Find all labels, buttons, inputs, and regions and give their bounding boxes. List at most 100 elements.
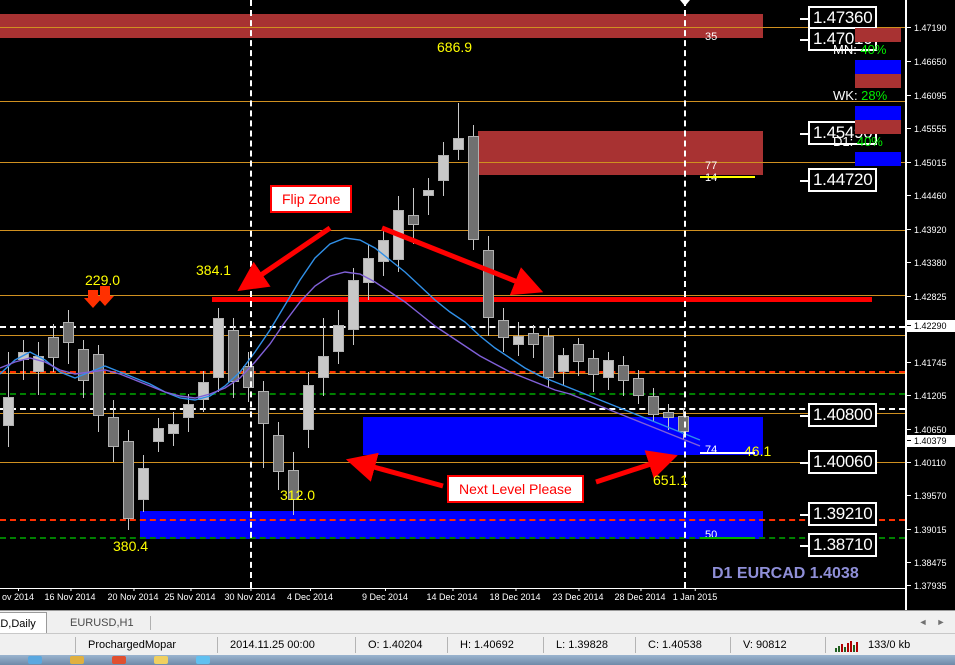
scroll-right-arrow[interactable]: ► [936,617,946,627]
date-tick: 28 Dec 2014 [614,588,666,602]
price-tick: 1.43920 [907,224,955,236]
price-tag-label[interactable]: 1.44720 [799,168,878,192]
price-tag-label[interactable]: 1.38710 [799,533,878,557]
candle-body [633,378,644,396]
green-dashdot-level [0,393,905,395]
candle-body [123,441,134,519]
taskbar-icon-3[interactable] [112,656,126,664]
candle-body [198,382,209,400]
status-close-price: C: 1.40538 [648,639,702,651]
orange-level-4 [0,230,905,231]
candle-body [558,355,569,372]
taskbar-icon-1[interactable] [28,656,42,664]
price-tick: 1.39570 [907,490,955,502]
candle-body [303,385,314,430]
timeframe-strength-row: WK: 28% [833,88,887,103]
volume-profile-tick [700,176,755,178]
taskbar-icon-4[interactable] [154,656,168,664]
price-tick: 1.47190 [907,22,955,34]
candle-body [363,258,374,283]
red-dashdot-level-2 [0,519,905,521]
candle-body [453,138,464,150]
chart-plot-surface[interactable]: 686.9 384.1 229.0 312.0 380.4 651.1 46.1 35 77 14… [0,0,905,588]
orange-level-3 [0,162,905,163]
candle-body [543,336,554,378]
date-axis[interactable]: ov 2014 16 Nov 2014 20 Nov 2014 25 Nov 2014… [0,588,905,610]
yellow-value-label: 229.0 [85,272,121,288]
orange-level-8 [0,413,905,414]
date-tick: 14 Dec 2014 [426,588,478,602]
date-tick: 16 Nov 2014 [44,588,96,602]
scroll-left-arrow[interactable]: ◄ [918,617,928,627]
candle-body [348,280,359,330]
candle-body [333,325,344,352]
vertical-separator-line [250,0,252,588]
status-divider [825,637,826,653]
timeframe-strength-row: D1: 40% [833,134,883,149]
upper-demand-zone [363,417,763,455]
price-tick: 1.40379 [907,435,955,447]
price-chart[interactable]: 686.9 384.1 229.0 312.0 380.4 651.1 46.1 35 77 14… [0,0,905,588]
candle-wick [458,103,459,160]
candle-body [183,404,194,418]
price-tick: 1.46650 [907,56,955,68]
strength-bar-bear [855,106,901,120]
orange-level-6 [0,335,905,336]
orange-level-7 [0,373,905,374]
annotation-callout: Flip Zone [270,185,353,213]
lower-demand-zone [140,511,763,539]
status-open-price: O: 1.40204 [368,639,423,651]
volume-profile-label: 35 [705,31,718,43]
candle-body [573,344,584,362]
candle-body [483,250,494,318]
status-divider [355,637,356,653]
taskbar-icon-5[interactable] [196,656,210,664]
volume-profile-label: 77 [705,160,718,172]
timeframe-strength-value: 40% [856,134,883,149]
chart-tab-0[interactable]: AD,Daily [0,612,47,634]
status-divider [543,637,544,653]
chart-tab-1[interactable]: EURUSD,H1 [60,612,144,634]
red-dashdot-level [0,371,905,373]
timeframe-strength-value: 40% [860,42,887,57]
orange-level-5 [0,295,905,296]
candle-body [288,470,299,500]
price-tick: 1.42290 [907,320,955,332]
desktop-taskbar-strip [0,655,955,665]
fast-ma [0,237,701,441]
candle-body [168,424,179,434]
top-supply-zone [0,14,763,38]
tab-separator [150,616,151,630]
date-tick: 30 Nov 2014 [224,588,276,602]
candle-body [528,333,539,345]
strength-bar-bull [855,28,901,42]
price-tag-label[interactable]: 1.40800 [799,403,878,427]
candle-body [273,435,284,472]
candle-body [153,428,164,442]
volume-profile-label: 14 [705,172,718,184]
date-tick: 25 Nov 2014 [164,588,216,602]
date-tick: 20 Nov 2014 [107,588,159,602]
candle-body [213,318,224,378]
price-tag-label[interactable]: 1.39210 [799,502,878,526]
candle-body [63,322,74,343]
date-tick: 18 Dec 2014 [489,588,541,602]
price-scale-axis[interactable]: 1.47190 1.46650 1.46095 1.45555 1.45015 1.444… [905,0,955,610]
timeframe-label: D1: [833,134,857,149]
chart-tab-bar[interactable]: AD,Daily EURUSD,H1 ◄ ► [0,610,955,634]
status-divider [730,637,731,653]
candle-body [93,354,104,416]
candle-body [498,320,509,338]
price-tag-label[interactable]: 1.40060 [799,450,878,474]
status-network-traffic: 133/0 kb [868,639,911,651]
taskbar-icon-2[interactable] [70,656,84,664]
status-datetime: 2014.11.25 00:00 [230,639,315,651]
candle-body [468,136,479,240]
candle-body [423,190,434,196]
white-dashed-level [0,326,905,328]
timeframe-label: WK: [833,88,862,103]
candle-body [408,215,419,225]
candle-body [3,397,14,426]
symbol-watermark: D1 EURCAD 1.4038 [712,565,859,582]
